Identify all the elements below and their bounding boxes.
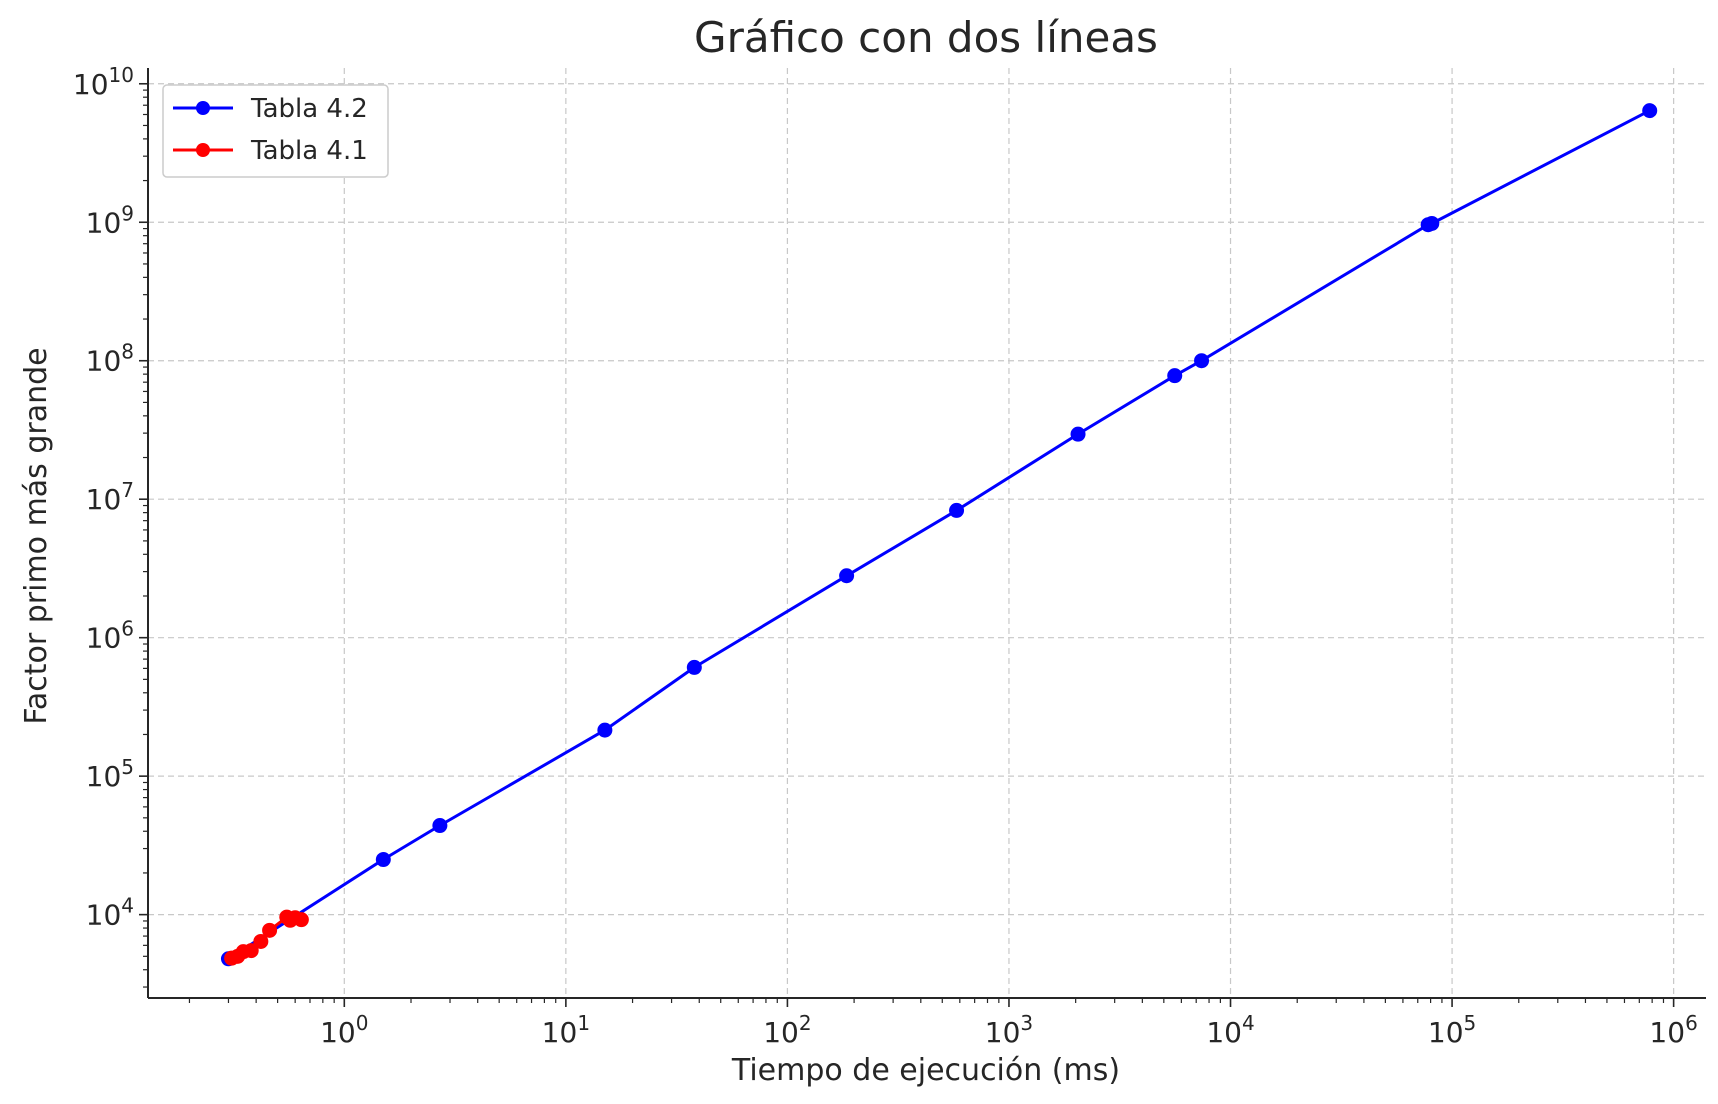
- y-tick-exponent: 9: [121, 201, 134, 225]
- x-tick-label: 106: [1649, 1011, 1697, 1049]
- legend-label-1: Tabla 4.2: [250, 94, 368, 124]
- x-tick-exponent: 0: [356, 1011, 369, 1035]
- x-tick-base: 10: [542, 1016, 578, 1049]
- y-tick-base: 10: [86, 899, 122, 932]
- x-tick-exponent: 1: [577, 1011, 590, 1035]
- series-1-point: [375, 852, 391, 868]
- x-tick-exponent: 5: [1464, 1011, 1477, 1035]
- x-tick-exponent: 4: [1242, 1011, 1255, 1035]
- y-tick-exponent: 6: [121, 617, 134, 641]
- y-tick-base: 10: [86, 622, 122, 655]
- y-tick-base: 10: [86, 483, 122, 516]
- y-tick-label: 107: [86, 478, 134, 516]
- grid: [148, 68, 1706, 998]
- x-tick-exponent: 3: [1020, 1011, 1033, 1035]
- series-2-point: [253, 933, 269, 949]
- series-1-point: [839, 568, 855, 584]
- y-tick-exponent: 10: [109, 63, 134, 87]
- x-tick-label: 105: [1428, 1011, 1476, 1049]
- series-1-point: [1070, 426, 1086, 442]
- x-axis-title: Tiempo de ejecución (ms): [731, 1053, 1120, 1088]
- x-tick-base: 10: [1428, 1016, 1464, 1049]
- y-tick-label: 104: [86, 894, 134, 932]
- x-tick-base: 10: [1649, 1016, 1685, 1049]
- x-tick-exponent: 2: [799, 1011, 812, 1035]
- y-tick-label: 105: [86, 755, 134, 793]
- x-tick-label: 104: [1206, 1011, 1254, 1049]
- series-1-point: [1642, 103, 1658, 119]
- y-tick-exponent: 8: [121, 340, 134, 364]
- y-tick-label: 1010: [73, 63, 134, 101]
- legend-swatch-marker-2: [196, 143, 210, 157]
- y-tick-label: 108: [86, 340, 134, 378]
- x-tick-label: 101: [542, 1011, 590, 1049]
- x-tick-label: 102: [763, 1011, 811, 1049]
- chart-title: Gráfico con dos líneas: [694, 13, 1158, 62]
- series-1-point: [1424, 215, 1440, 231]
- y-tick-exponent: 5: [121, 755, 134, 779]
- x-tick-base: 10: [763, 1016, 799, 1049]
- series-1-point: [597, 722, 613, 738]
- y-tick-exponent: 4: [121, 894, 134, 918]
- x-tick-base: 10: [1206, 1016, 1242, 1049]
- x-tick-exponent: 6: [1685, 1011, 1698, 1035]
- series-1-point: [1167, 368, 1183, 384]
- x-tick-label: 103: [985, 1011, 1033, 1049]
- series-1-point: [686, 659, 702, 675]
- y-tick-exponent: 7: [121, 478, 134, 502]
- x-tick-base: 10: [320, 1016, 356, 1049]
- x-tick-base: 10: [985, 1016, 1021, 1049]
- y-tick-label: 106: [86, 617, 134, 655]
- series-1-point: [1194, 353, 1210, 369]
- y-tick-base: 10: [86, 206, 122, 239]
- legend-label-2: Tabla 4.1: [250, 136, 368, 166]
- y-tick-base: 10: [86, 345, 122, 378]
- y-tick-base: 10: [86, 760, 122, 793]
- series-2-point: [293, 912, 309, 928]
- legend: Tabla 4.2 Tabla 4.1: [162, 84, 389, 178]
- y-tick-base: 10: [73, 68, 109, 101]
- series-1-point: [949, 502, 965, 518]
- series-2-point: [262, 922, 278, 938]
- x-tick-label: 100: [320, 1011, 368, 1049]
- legend-swatch-marker-1: [196, 101, 210, 115]
- ticks: 100 101 102 103 104 105 1061041051061071081091…: [73, 63, 1698, 1049]
- y-tick-label: 109: [86, 201, 134, 239]
- series: [220, 103, 1658, 967]
- series-2-point: [243, 943, 259, 959]
- y-axis-title: Factor primo más grande: [19, 347, 54, 724]
- series-1-point: [432, 818, 448, 834]
